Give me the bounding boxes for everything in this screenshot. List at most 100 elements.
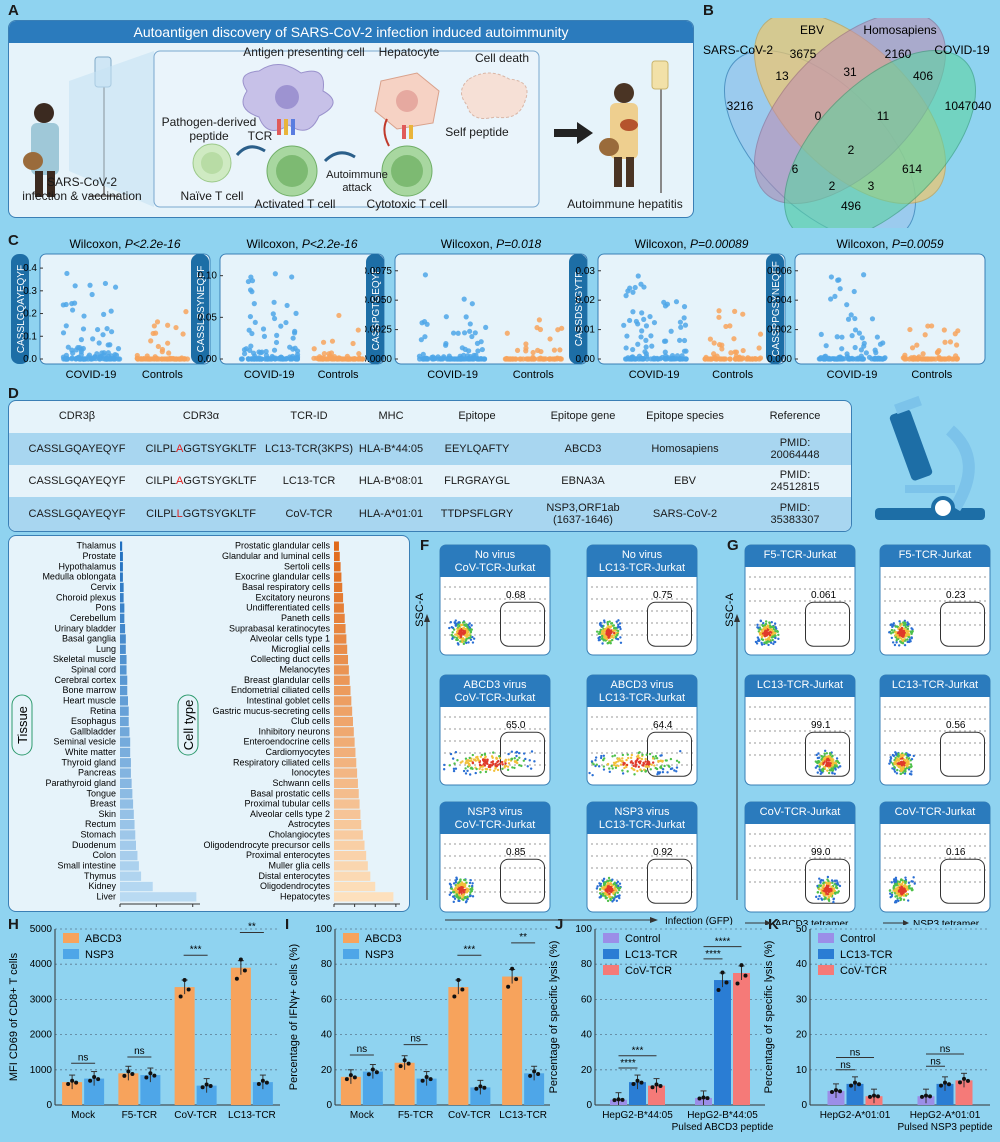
data-point [524,356,531,362]
event-dot [900,641,903,644]
data-point [474,1086,479,1091]
data-point [152,1073,157,1078]
event-dot [818,884,821,887]
event-dot [827,879,830,883]
event-dot [634,760,638,763]
data-point [239,356,245,362]
event-dot [831,881,834,885]
category-label: Stomach [80,830,116,840]
tick-label: 0.0075 [365,266,392,277]
data-point [661,299,667,305]
data-point [283,319,289,326]
event-dot [602,892,605,896]
data-point [947,339,954,345]
table-cell: LC13-TCR(3KPS) [264,443,354,455]
event-dot [605,893,609,897]
category-label: HepG2-A*01:01 [820,1110,891,1121]
event-dot [645,753,648,756]
tick-label: 0.4 [23,263,37,274]
legend-label: CoV-TCR [840,965,887,977]
event-dot [833,891,837,895]
event-dot [484,767,487,771]
event-dot [903,883,907,887]
event-dot [613,631,616,635]
data-point [148,338,154,344]
data-point [868,1094,872,1099]
data-point [834,1088,838,1093]
event-dot [474,771,477,775]
event-dot [604,891,607,895]
significance-label: *** [632,1046,644,1057]
category-label: Esophagus [71,716,117,726]
event-dot [903,624,906,627]
category-label: F5-TCR [122,1110,158,1121]
event-dot [618,882,622,885]
bar [120,809,134,819]
event-dot [666,771,669,774]
data-point [249,330,255,337]
event-dot [889,632,893,635]
event-dot [768,636,771,640]
cytotoxic-t-cell-icon [381,145,433,197]
category-label: Thyroid gland [61,757,116,767]
data-point [683,348,689,354]
event-dot [486,762,489,766]
flow-title: F5-TCR-Jurkat [899,549,972,561]
event-dot [904,876,907,879]
event-dot [451,757,455,760]
data-point [650,1085,655,1090]
data-point [549,356,556,362]
panel-label-d: D [8,385,19,402]
event-dot [893,643,897,647]
table-cell: CASSLGQAYEQYF [28,475,126,487]
data-point [182,978,187,983]
category-label: Kidney [88,881,116,891]
data-point [518,356,524,362]
data-point [62,356,69,362]
event-dot [639,768,642,771]
data-point [863,350,869,356]
data-point [355,327,361,333]
event-dot [661,760,664,763]
significance-label: ns [410,1034,421,1045]
event-dot [897,759,901,762]
group-label: COVID-19 [427,369,478,381]
bar [334,582,343,593]
event-dot [470,766,473,770]
bar [334,624,346,634]
event-dot [599,756,603,760]
data-point [108,329,115,335]
data-point [60,330,67,336]
event-dot [895,889,899,892]
microscope-icon [875,395,985,520]
data-point [264,1080,269,1085]
event-dot [470,889,473,893]
event-dot [894,635,897,639]
data-point [467,328,473,334]
data-point [925,323,931,329]
event-dot [760,643,764,646]
data-point [348,1073,353,1078]
data-point [648,333,654,339]
event-dot [838,884,842,888]
flow-subtitle: CoV-TCR-Jurkat [455,692,536,704]
event-dot [759,627,762,631]
stat-label: Wilcoxon, P=0.0059 [836,237,943,251]
event-dot [601,642,604,645]
event-dot [623,766,626,770]
event-dot [816,891,819,894]
tick-label: 0.02 [576,295,596,306]
event-dot [471,888,474,891]
flow-subtitle: LC13-TCR-Jurkat [599,819,685,831]
venn-set-label: Homosapiens [863,23,936,37]
data-point [140,356,147,362]
event-dot [648,752,652,756]
category-label: Colon [92,850,116,860]
bar [120,727,130,737]
event-dot [479,771,482,774]
event-dot [826,887,830,890]
data-point [907,326,913,333]
bar [733,973,750,1105]
event-dot [600,754,603,758]
tick-label: 0.002 [767,325,792,336]
